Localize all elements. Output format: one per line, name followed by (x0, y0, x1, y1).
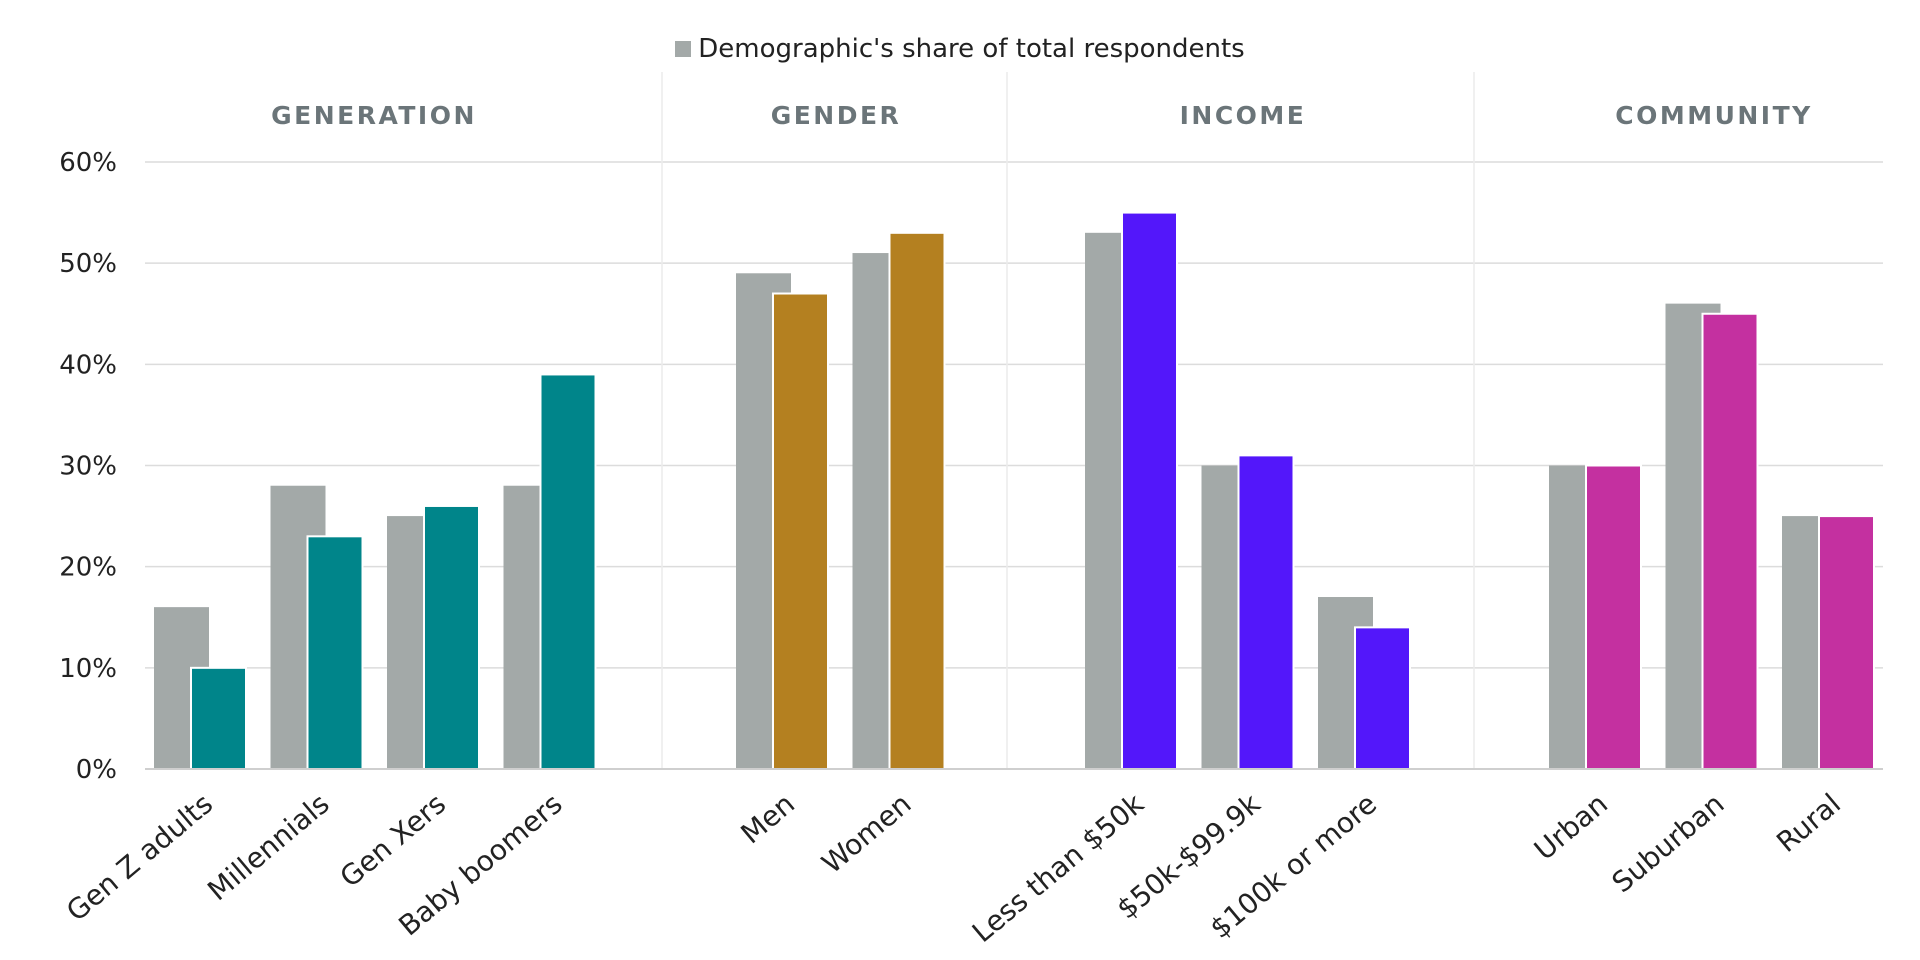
x-tick-label: Gen Xers (334, 787, 452, 894)
bar-value (306, 535, 364, 770)
legend-label: Demographic's share of total respondents (698, 34, 1245, 64)
group-separators (661, 72, 1475, 769)
y-tick-label: 30% (59, 452, 117, 482)
x-tick-label: Women (816, 787, 918, 880)
bar-value (190, 666, 247, 770)
bar-value (772, 292, 829, 770)
x-tick-label: Urban (1528, 787, 1614, 867)
x-tick-label: Rural (1770, 787, 1847, 859)
group-title: GENERATION (271, 101, 477, 130)
x-tick-label: Less than $50k (966, 787, 1151, 949)
y-tick-label: 10% (59, 654, 117, 684)
axis-layer: 0% 10% 20% 30% 40% 50% 60% (59, 148, 1883, 785)
y-tick-label: 60% (59, 148, 117, 178)
group-title: INCOME (1180, 101, 1307, 130)
x-tick-label: Millennials (201, 787, 335, 907)
bar-value (1237, 454, 1295, 770)
bars-layer (154, 211, 1875, 771)
bar-value (888, 231, 946, 771)
bar-value (1701, 312, 1759, 770)
legend: Demographic's share of total respondents (0, 34, 1920, 64)
bar-value (1354, 626, 1411, 770)
bar-value (1818, 515, 1875, 770)
group-title: GENDER (771, 101, 902, 130)
group-title: COMMUNITY (1615, 101, 1813, 130)
x-tick-label: Gen Z adults (60, 787, 219, 928)
bar-value (423, 504, 480, 770)
legend-swatch (675, 41, 692, 57)
y-tick-label: 0% (76, 755, 117, 785)
y-tick-label: 50% (59, 249, 117, 279)
bar-value (1585, 464, 1642, 770)
x-tick-label: Suburban (1606, 787, 1731, 899)
y-tick-label: 40% (59, 350, 117, 380)
bar-value (1121, 211, 1178, 771)
x-tick-label: Men (734, 787, 801, 850)
y-tick-label: 20% (59, 553, 117, 583)
bar-value (539, 373, 597, 770)
